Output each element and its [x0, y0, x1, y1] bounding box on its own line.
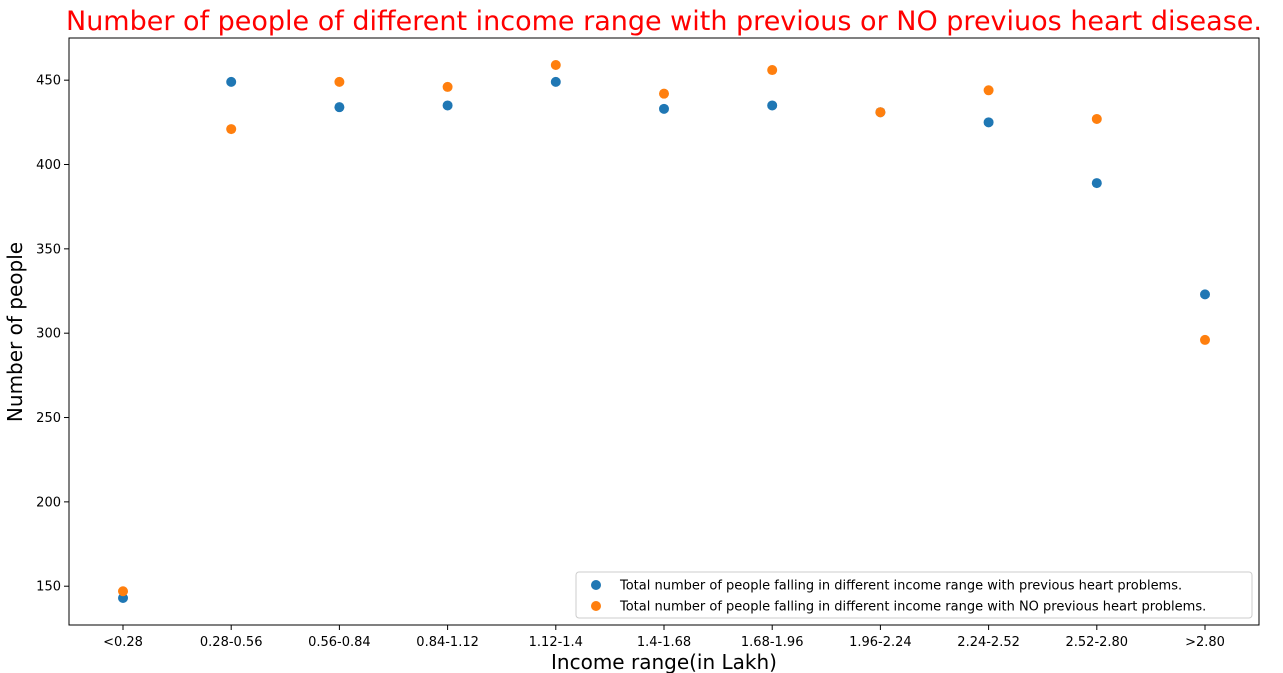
data-point-series-1	[442, 100, 453, 111]
data-point-series-2	[659, 88, 669, 99]
x-axis: <0.28 0.28-0.56 0.56-0.84 0.84-1.12 1.12-1.4…	[103, 625, 1225, 650]
x-tick-label: >2.80	[1185, 635, 1225, 650]
y-tick-label: 450	[36, 74, 61, 89]
x-tick-label: 1.12-1.4	[529, 635, 583, 650]
x-tick-label: 0.84-1.12	[416, 635, 479, 650]
y-tick-label: 300	[36, 327, 61, 342]
data-point-series-2	[334, 76, 345, 87]
y-tick-label: 200	[36, 495, 61, 510]
x-axis-title: Income range(in Lakh)	[551, 650, 777, 673]
data-point-series-1	[334, 102, 345, 113]
legend-box	[575, 571, 1253, 619]
x-tick-label: 1.4-1.68	[637, 635, 691, 650]
x-tick-label: 1.96-2.24	[849, 635, 912, 650]
data-point-series-1	[226, 76, 237, 87]
data-point-series-1	[767, 100, 778, 111]
data-point-series-2	[767, 65, 778, 76]
legend-label: Total number of people falling in differ…	[619, 600, 1206, 615]
legend-marker	[591, 601, 601, 611]
data-point-series-1	[659, 103, 669, 114]
data-point-series-2	[550, 59, 561, 70]
plot-frame	[68, 37, 1260, 626]
data-point-series-2	[875, 107, 886, 118]
legend-marker	[591, 580, 601, 590]
data-point-series-2	[226, 124, 237, 135]
y-tick-label: 400	[36, 158, 61, 173]
data-point-series-2	[118, 586, 128, 597]
chart-title: Number of people of different income ran…	[66, 6, 1262, 37]
x-tick-label: 2.52-2.80	[1066, 635, 1129, 650]
x-tick-label: <0.28	[103, 635, 143, 650]
data-point-series-2	[983, 85, 994, 96]
y-axis: 150 200 250 300 350 400 450	[36, 74, 69, 595]
x-tick-label: 1.68-1.96	[741, 635, 804, 650]
y-tick-label: 150	[36, 580, 61, 595]
data-point-series-2	[1200, 334, 1210, 345]
data-points	[118, 59, 1210, 604]
x-tick-label: 2.24-2.52	[957, 635, 1020, 650]
y-axis-title: Number of people	[3, 242, 27, 422]
plot-area: 150 200 250 300 350 400 450 <0.28 0.28-0.56 0.56…	[36, 37, 1260, 650]
y-tick-label: 250	[36, 411, 61, 426]
data-point-series-1	[1091, 178, 1102, 189]
data-point-series-1	[550, 76, 561, 87]
x-tick-label: 0.56-0.84	[308, 635, 371, 650]
data-point-series-2	[442, 81, 453, 92]
data-point-series-1	[983, 117, 994, 128]
y-tick-label: 350	[36, 242, 61, 257]
data-point-series-1	[1200, 289, 1210, 300]
legend-label: Total number of people falling in differ…	[619, 579, 1182, 594]
x-tick-label: 0.28-0.56	[200, 635, 263, 650]
data-point-series-2	[1091, 113, 1102, 124]
legend: Total number of people falling in differ…	[575, 571, 1253, 619]
